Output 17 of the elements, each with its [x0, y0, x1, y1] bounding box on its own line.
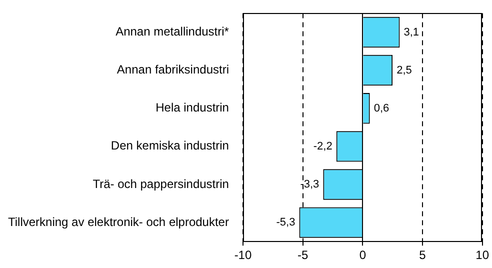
data-label: -2,2 — [313, 140, 332, 152]
y-tick-label: Den kemiska industrin — [110, 138, 229, 153]
x-tick-label: 5 — [419, 248, 426, 262]
y-tick-label: Annan fabriksindustri — [116, 62, 229, 77]
data-label: 0,6 — [374, 102, 390, 114]
y-tick-label: Tillverkning av elektronik- och elprodukter — [8, 214, 229, 229]
y-tick-label: Trä- och pappersindustrin — [92, 176, 229, 191]
y-tick-label: Hela industrin — [156, 100, 229, 115]
data-label: -3,3 — [300, 178, 320, 191]
data-label: -5,3 — [276, 216, 296, 229]
x-tick-label: 10 — [476, 248, 490, 262]
y-tick-label: Annan metallindustri* — [116, 24, 230, 39]
data-label: 2,5 — [396, 64, 412, 76]
x-tick-label: -5 — [297, 248, 308, 262]
data-label: 3,1 — [404, 26, 420, 38]
x-tick-label: -10 — [234, 248, 252, 262]
x-tick-label: 0 — [359, 248, 366, 262]
